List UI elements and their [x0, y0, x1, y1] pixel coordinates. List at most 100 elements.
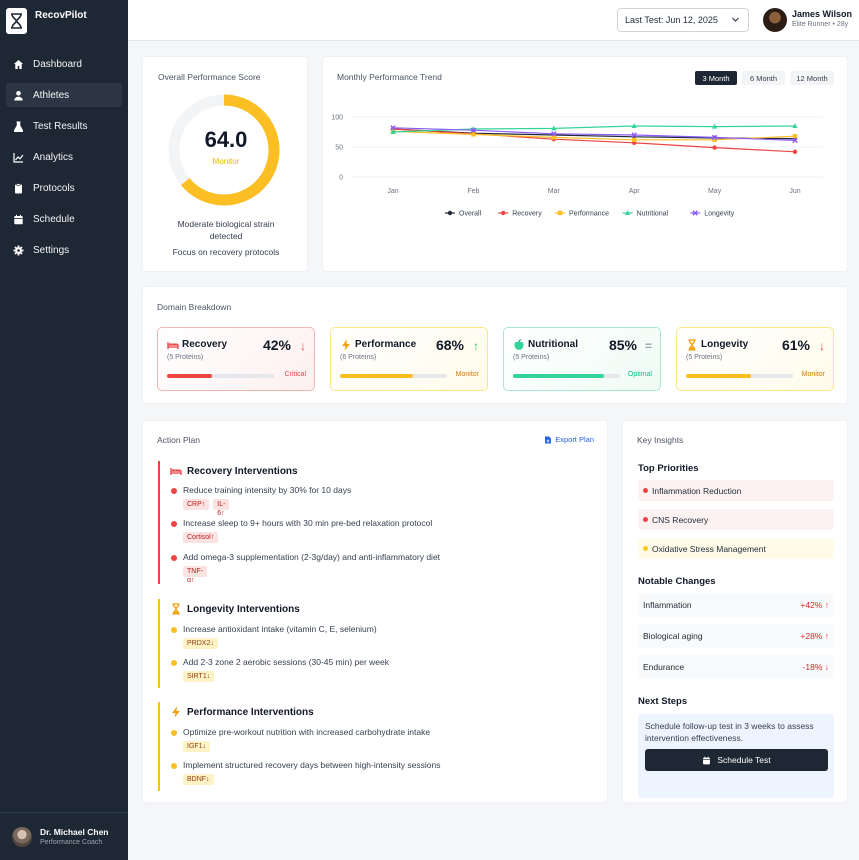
legend-marker: [447, 210, 453, 216]
sidebar-item-analytics[interactable]: Analytics: [6, 145, 122, 169]
score-value: 64.0: [204, 127, 248, 152]
schedule-test-button[interactable]: Schedule Test: [645, 749, 828, 771]
y-tick-label: 50: [335, 145, 343, 152]
data-point-nutritional: [390, 129, 396, 134]
x-tick-label: Mar: [548, 188, 561, 195]
last-test-value: Last Test: Jun 12, 2025: [625, 15, 718, 25]
range-12-month-button[interactable]: 12 Month: [790, 71, 834, 85]
sidebar-item-schedule[interactable]: Schedule: [6, 207, 122, 231]
data-point-performance: [712, 137, 717, 142]
domain-pct: 42%: [262, 337, 291, 353]
change-value: +28% ↑: [800, 631, 829, 641]
progress-fill: [167, 374, 212, 378]
range-3-month-button[interactable]: 3 Month: [695, 71, 737, 85]
biomarker-tag: PRDX2↓: [183, 638, 218, 649]
equals-icon: =: [644, 339, 652, 353]
bullet-dot: [171, 488, 177, 494]
sidebar-item-dashboard[interactable]: Dashboard: [6, 52, 122, 76]
bullet-dot: [171, 521, 177, 527]
sidebar: RecovPilot Dashboard Athletes Test Resul…: [0, 0, 128, 860]
item-text: Implement structured recovery days betwe…: [183, 760, 441, 770]
section-title-label: Performance Interventions: [187, 706, 314, 718]
domain-sub: (6 Proteins): [340, 354, 377, 361]
y-tick-label: 0: [339, 175, 343, 182]
score-card-title: Overall Performance Score: [158, 72, 261, 82]
bullet-dot: [171, 730, 177, 736]
biomarker-tag: CRP↑: [183, 499, 210, 510]
progress-track: [167, 374, 274, 378]
domain-status: Optimal: [627, 371, 652, 378]
domain-pct: 61%: [781, 337, 810, 353]
status-dot: [643, 546, 648, 551]
priority-label: Inflammation Reduction: [652, 485, 742, 496]
bullet-dot: [171, 555, 177, 561]
export-plan-link[interactable]: Export Plan: [544, 435, 594, 444]
data-point-recovery: [792, 149, 798, 154]
sidebar-item-athletes[interactable]: Athletes: [6, 83, 122, 107]
user-avatar[interactable]: [763, 8, 787, 32]
domain-name: Performance: [355, 339, 417, 350]
data-point-performance: [471, 132, 476, 137]
domain-tile-nutritional[interactable]: Nutritional (5 Proteins) 85% = Optimal: [503, 327, 661, 391]
data-point-longevity: [390, 125, 396, 131]
sidebar-item-label: Settings: [33, 244, 70, 256]
change-row: Biological aging +28% ↑: [638, 624, 834, 648]
domain-tile-performance[interactable]: Performance (6 Proteins) 68% ↑ Monitor: [330, 327, 488, 391]
notable-changes-heading: Notable Changes: [638, 576, 716, 587]
legend-label: Recovery: [512, 211, 542, 218]
sidebar-item-label: Athletes: [33, 89, 70, 101]
chevron-down-icon: [732, 17, 739, 22]
priority-label: CNS Recovery: [652, 514, 709, 525]
priority-item: Oxidative Stress Management: [638, 538, 834, 559]
biomarker-tag: IGF1↓: [183, 741, 211, 752]
bullet-dot: [171, 627, 177, 633]
brand[interactable]: RecovPilot: [0, 0, 128, 42]
sidebar-item-label: Analytics: [33, 151, 74, 163]
user-subtitle: Elite Runner • 28y: [792, 21, 849, 28]
avatar: [12, 826, 32, 847]
domain-name: Recovery: [182, 339, 228, 350]
biomarker-tag: Cortisol↑: [183, 532, 219, 543]
change-label: Endurance: [643, 662, 685, 672]
domain-sub: (5 Proteins): [167, 354, 204, 361]
domain-name: Nutritional: [528, 339, 578, 350]
data-point-recovery: [712, 145, 717, 150]
bolt-icon: [342, 339, 350, 351]
domain-tile-recovery[interactable]: Recovery (5 Proteins) 42% ↓ Critical: [157, 327, 315, 391]
change-row: Inflammation +42% ↑: [638, 593, 834, 617]
sidebar-footer[interactable]: Dr. Michael Chen Performance Coach: [0, 812, 128, 860]
domain-status: Critical: [284, 371, 306, 378]
arrow-up-icon: ↑: [824, 631, 829, 641]
biomarker-tag: SIRT1↓: [183, 671, 215, 682]
domain-sub: (5 Proteins): [513, 354, 550, 361]
sidebar-item-protocols[interactable]: Protocols: [6, 176, 122, 200]
y-tick-label: 100: [331, 115, 343, 122]
change-value: +42% ↑: [800, 600, 829, 610]
change-value: -18% ↓: [802, 662, 829, 672]
range-6-month-button[interactable]: 6 Month: [742, 71, 785, 85]
sidebar-item-test-results[interactable]: Test Results: [6, 114, 122, 138]
domain-pct: 68%: [435, 337, 464, 353]
sidebar-item-settings[interactable]: Settings: [6, 238, 122, 262]
progress-fill: [340, 374, 413, 378]
flask-icon: [12, 120, 24, 132]
top-priorities-heading: Top Priorities: [638, 463, 699, 474]
hourglass-logo-icon: [6, 8, 27, 34]
x-tick-label: Apr: [629, 188, 641, 195]
arrow-down-icon: ↓: [824, 662, 829, 672]
arrow-down-icon: ↓: [819, 339, 825, 353]
progress-track: [513, 374, 620, 378]
last-test-select[interactable]: Last Test: Jun 12, 2025: [617, 8, 749, 32]
gear-icon: [12, 244, 24, 256]
user-icon: [12, 89, 24, 101]
progress-fill: [513, 374, 604, 378]
data-point-nutritional: [792, 123, 798, 128]
user-name: James Wilson: [792, 9, 852, 19]
x-tick-label: Jun: [789, 188, 800, 195]
priority-label: Oxidative Stress Management: [652, 543, 766, 554]
domain-breakdown-card: Domain Breakdown Recovery (5 Proteins) 4…: [142, 286, 848, 404]
biomarker-tag: TNF-α↑: [183, 566, 207, 584]
score-focus: Focus on recovery protocols: [172, 247, 280, 257]
next-steps-box: Schedule follow-up test in 3 weeks to as…: [638, 714, 834, 798]
domain-tile-longevity[interactable]: Longevity (5 Proteins) 61% ↓ Monitor: [676, 327, 834, 391]
